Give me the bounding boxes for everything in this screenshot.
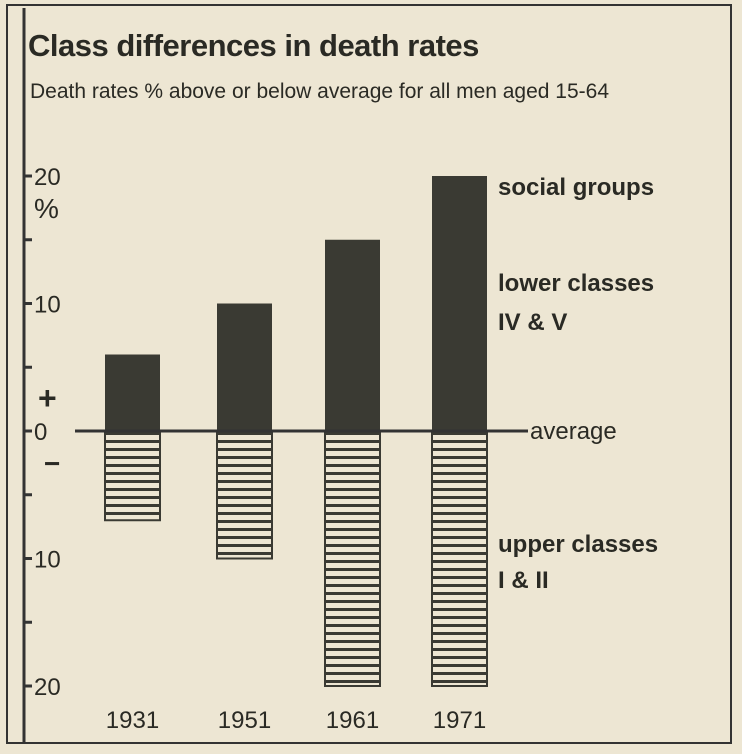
- annotation-label: I & II: [498, 567, 549, 594]
- minus-sign: −: [44, 448, 60, 479]
- bar-upper-classes-1961: [324, 432, 381, 687]
- x-tick-label: 1931: [106, 707, 159, 734]
- y-tick-label: 10: [34, 547, 61, 574]
- chart-subtitle: Death rates % above or below average for…: [30, 80, 610, 103]
- bar-upper-classes-1931: [104, 432, 161, 522]
- average-label: average: [530, 418, 617, 445]
- chart-title: Class differences in death rates: [28, 28, 479, 63]
- bar-lower-classes-1931: [105, 354, 160, 431]
- y-tick-label: 20: [34, 164, 61, 191]
- bar-upper-classes-1951: [216, 432, 273, 560]
- annotation-label: upper classes: [498, 531, 658, 558]
- bar-lower-classes-1951: [217, 303, 272, 431]
- x-tick-label: 1971: [433, 707, 486, 734]
- x-tick-label: 1961: [326, 707, 379, 734]
- annotation-label: IV & V: [498, 309, 567, 336]
- bar-lower-classes-1971: [432, 176, 487, 431]
- bar-upper-classes-1971: [431, 432, 488, 687]
- bar-lower-classes-1961: [325, 239, 380, 431]
- chart-frame: [6, 4, 732, 744]
- annotation-label: social groups: [498, 174, 654, 201]
- plus-sign: +: [38, 380, 57, 416]
- y-tick-label: 0: [34, 419, 47, 446]
- x-tick-label: 1951: [218, 707, 271, 734]
- y-unit-label: %: [34, 193, 59, 224]
- y-tick-label: 20: [34, 674, 61, 701]
- annotation-label: lower classes: [498, 270, 654, 297]
- y-tick-label: 10: [34, 292, 61, 319]
